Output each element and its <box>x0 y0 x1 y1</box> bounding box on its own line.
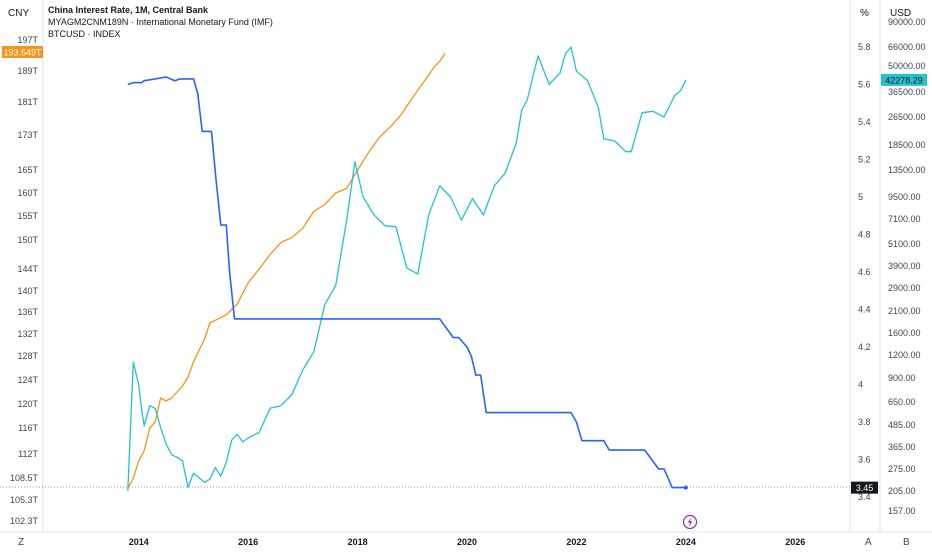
m2-last-value-badge <box>2 46 43 58</box>
middle-axis-tick-label: 5 <box>858 192 863 202</box>
right-axis-tick-label: 1200.00 <box>888 350 921 360</box>
btc-price-line[interactable] <box>127 46 687 492</box>
interest-rate-line[interactable] <box>127 76 686 489</box>
left-axis-ticks: 197T 189T 181T 173T 165T 160T 155T 150T 144T 140T… <box>10 35 39 526</box>
middle-axis-tick-label: 5.8 <box>858 42 871 52</box>
left-axis-tick-label: 120T <box>17 399 38 409</box>
time-axis-tick-label: 2026 <box>785 537 805 547</box>
middle-axis-tick-label: 4 <box>858 380 863 390</box>
right-axis-tick-label: 275.00 <box>888 464 916 474</box>
middle-axis-tick-label: 4.2 <box>858 342 871 352</box>
time-axis-tick-label: 2014 <box>129 537 149 547</box>
time-axis-tick-label: 2022 <box>566 537 586 547</box>
left-axis-tick-label: 144T <box>17 264 38 274</box>
right-axis-tick-label: 1600.00 <box>888 328 921 338</box>
legend-series-interest-rate[interactable]: China Interest Rate, 1M, Central Bank <box>48 5 209 15</box>
left-axis-tick-label: 173T <box>17 130 38 140</box>
time-axis-tick-label: 2024 <box>676 537 696 547</box>
left-axis-tick-label: 136T <box>17 307 38 317</box>
time-axis-tick-label: 2020 <box>457 537 477 547</box>
middle-axis-unit: % <box>860 8 869 19</box>
right-axis-ticks: 90000.00 66000.00 50000.00 36500.00 26500.00… <box>888 17 926 516</box>
right-axis-tick-label: 365.00 <box>888 442 916 452</box>
middle-axis-tick-label: 4.8 <box>858 230 871 240</box>
btc-last-value-badge <box>881 73 927 86</box>
right-axis-tick-label: 7100.00 <box>888 214 921 224</box>
middle-axis-tick-label: 4.4 <box>858 305 871 315</box>
zoom-toggle-button[interactable]: Z <box>18 537 24 548</box>
last-value-labels: 193.549T 3.45 42278.29 <box>2 46 927 494</box>
right-axis-tick-label: 9500.00 <box>888 192 921 202</box>
auto-scale-button[interactable]: A <box>865 537 872 548</box>
right-axis-tick-label: 26500.00 <box>888 112 926 122</box>
series-group <box>127 46 688 492</box>
m2-money-supply-line[interactable] <box>127 53 446 489</box>
left-axis-tick-label: 108.5T <box>10 473 39 483</box>
right-axis-tick-label: 66000.00 <box>888 42 926 52</box>
left-axis-tick-label: 165T <box>17 165 38 175</box>
right-axis-tick-label: 5100.00 <box>888 239 921 249</box>
left-axis-tick-label: 128T <box>17 351 38 361</box>
left-axis-tick-label: 181T <box>17 97 38 107</box>
right-axis-tick-label: 36500.00 <box>888 87 926 97</box>
right-axis-tick-label: 205.00 <box>888 486 916 496</box>
left-axis-tick-label: 102.3T <box>10 516 39 526</box>
right-axis-tick-label: 2100.00 <box>888 306 921 316</box>
right-axis-tick-label: 3900.00 <box>888 261 921 271</box>
right-axis-tick-label: 2900.00 <box>888 283 921 293</box>
right-axis-unit: USD <box>890 8 911 19</box>
middle-axis-tick-label: 5.4 <box>858 117 871 127</box>
legend-series-m2[interactable]: MYAGM2CNM189N · International Monetary F… <box>48 17 273 27</box>
m2-last-value-text: 193.549T <box>3 48 42 58</box>
settings-b-button[interactable]: B <box>903 537 910 548</box>
left-axis-tick-label: 150T <box>17 235 38 245</box>
interest-rate-last-point <box>683 485 688 490</box>
left-axis-tick-label: 140T <box>17 286 38 296</box>
left-axis-tick-label: 116T <box>18 423 38 433</box>
time-axis-tick-label: 2016 <box>238 537 258 547</box>
middle-axis-tick-label: 5.2 <box>858 155 871 165</box>
left-axis-tick-label: 197T <box>17 35 38 45</box>
interest-rate-last-value-text: 3.45 <box>856 483 874 493</box>
right-axis-tick-label: 485.00 <box>888 420 916 430</box>
left-axis-tick-label: 155T <box>17 211 38 221</box>
interest-rate-last-value-badge <box>851 481 878 494</box>
left-axis-unit: CNY <box>8 8 29 19</box>
left-axis-tick-label: 189T <box>17 66 38 76</box>
left-axis-tick-label: 112T <box>18 449 38 459</box>
lightning-bolt-icon <box>687 517 693 527</box>
left-axis-tick-label: 105.3T <box>10 495 39 505</box>
right-axis-tick-label: 90000.00 <box>888 17 926 27</box>
right-axis-tick-label: 157.00 <box>888 506 916 516</box>
right-axis-tick-label: 50000.00 <box>888 61 926 71</box>
time-axis-ticks: 2014 2016 2018 2020 2022 2024 2026 <box>129 537 806 547</box>
middle-axis-tick-label: 3.4 <box>858 492 871 502</box>
middle-axis-tick-label: 4.6 <box>858 267 871 277</box>
btc-last-value-text: 42278.29 <box>885 75 923 85</box>
right-axis-tick-label: 13500.00 <box>888 165 926 175</box>
right-axis-tick-label: 650.00 <box>888 397 916 407</box>
left-axis-tick-label: 132T <box>17 329 38 339</box>
left-axis-tick-label: 160T <box>17 188 38 198</box>
middle-axis-tick-label: 3.6 <box>858 455 871 465</box>
left-axis-tick-label: 124T <box>17 375 38 385</box>
right-axis-tick-label: 900.00 <box>888 373 916 383</box>
middle-axis-tick-label: 5.6 <box>858 80 871 90</box>
middle-axis-ticks: 5.8 5.6 5.4 5.2 5 4.8 4.6 4.4 4.2 4 3.8 3.6 3.4 <box>858 42 871 502</box>
legend-series-btc[interactable]: BTCUSD · INDEX <box>48 29 121 39</box>
right-axis-tick-label: 18500.00 <box>888 140 926 150</box>
middle-axis-tick-label: 3.8 <box>858 417 871 427</box>
time-axis-tick-label: 2018 <box>348 537 368 547</box>
lightning-event-marker[interactable] <box>682 514 698 530</box>
